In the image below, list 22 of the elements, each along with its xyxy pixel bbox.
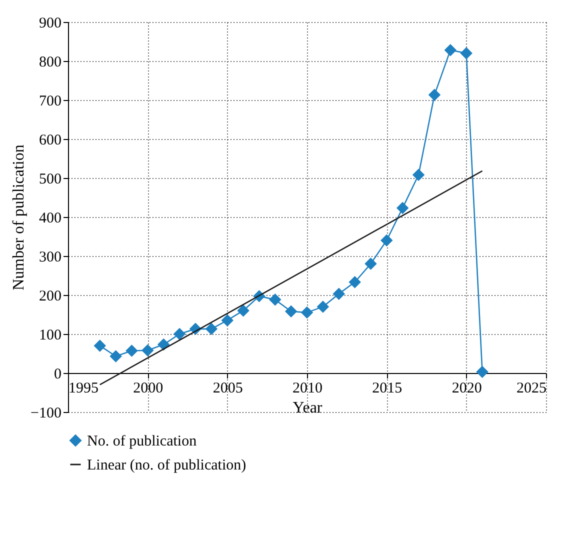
y-tick-label: 300	[39, 250, 62, 266]
x-tick-label: 2005	[212, 380, 243, 396]
y-axis-title: Number of publication	[10, 144, 28, 290]
y-tick-label: 900	[39, 16, 62, 32]
x-axis-title: Year	[292, 400, 323, 416]
y-tick-label: 800	[39, 54, 62, 70]
x-tick-label: 2000	[133, 380, 164, 396]
y-tick-label: 100	[39, 328, 62, 344]
y-tick-label: 400	[39, 210, 62, 226]
x-tick-label: 2020	[452, 380, 482, 396]
y-tick-label: −100	[30, 406, 62, 422]
legend-label: Linear (no. of publication)	[87, 458, 246, 474]
y-tick-label: 500	[39, 172, 62, 188]
y-tick-label: 0	[54, 366, 62, 382]
legend-label: No. of publication	[87, 434, 198, 450]
x-tick-label: 2010	[292, 380, 322, 396]
x-tick-label: 2015	[372, 380, 402, 396]
x-tick-label: 1995	[68, 380, 98, 396]
y-tick-label: 700	[39, 94, 62, 110]
y-tick-label: 200	[39, 288, 62, 304]
x-tick-label: 2025	[516, 380, 546, 396]
y-tick-label: 600	[39, 132, 62, 148]
